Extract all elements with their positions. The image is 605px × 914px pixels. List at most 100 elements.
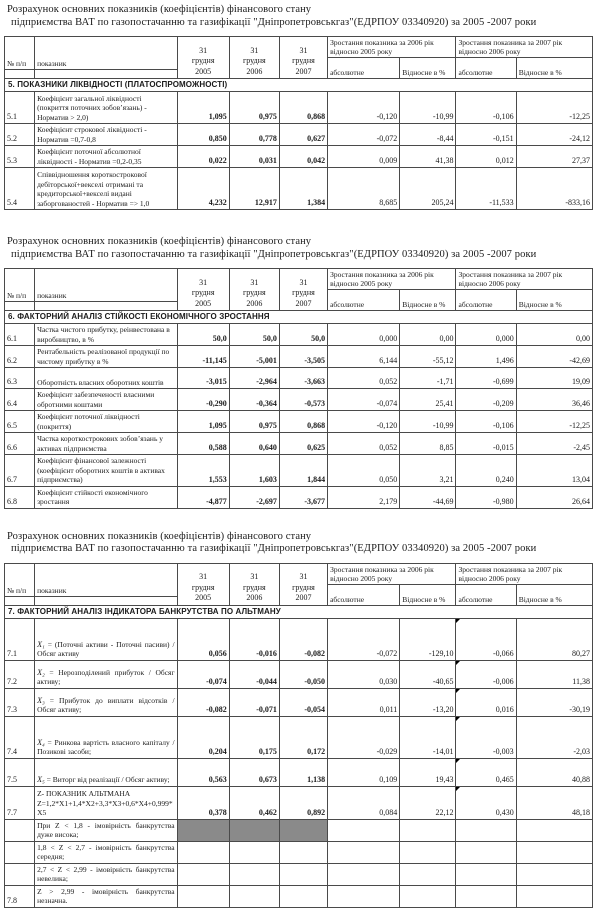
header-year-line: 2006: [246, 593, 263, 602]
header-year-column: 31 грудня 2005: [176, 268, 230, 311]
header-year-line: 2006: [246, 66, 263, 76]
report-title-line2: підприємства ВАТ по газопостачанню та га…: [11, 16, 537, 28]
report-title-line2: підприємства ВАТ по газопостачанню та га…: [11, 248, 537, 260]
header-subcolumn: абсолютне: [455, 583, 517, 606]
value-cell: [515, 862, 594, 886]
row-number-cell: 6.2: [3, 345, 36, 368]
value-cell: -0,015: [455, 432, 517, 455]
value-cell: [176, 818, 230, 842]
value-cell: -129,10: [399, 617, 457, 661]
value-cell: 50,0: [176, 323, 230, 346]
row-number-cell: 6.1: [3, 323, 36, 346]
value-cell: 2,179: [327, 485, 401, 509]
header-subcolumn: Відносне в %: [399, 57, 457, 79]
value-cell: 0,430: [455, 785, 517, 820]
indicator-cell: Коефіцієнт строкової ліквідності - Норма…: [34, 123, 178, 146]
header-subcolumn: абсолютне: [455, 57, 517, 79]
value-cell: 36,46: [515, 388, 594, 411]
variable-symbol: X₃: [37, 695, 45, 705]
value-cell: -0,050: [278, 659, 329, 689]
indicator-cell: Z > 2,99 - імовірність банкрутства незна…: [34, 884, 178, 908]
variable-symbol: X₅: [37, 775, 45, 784]
value-cell: 0,465: [455, 757, 517, 787]
value-cell: -2,45: [515, 432, 594, 455]
value-cell: 26,64: [515, 485, 594, 509]
header-year-line: 31: [250, 572, 259, 581]
indicator-cell: Частка короткострокових зобов’язань у ак…: [34, 432, 178, 455]
row-number-cell: 7.2: [3, 659, 36, 689]
value-cell: -3,677: [278, 485, 329, 509]
value-cell: -0,082: [176, 687, 230, 717]
header-year-line: грудня: [242, 288, 266, 297]
value-cell: [278, 862, 329, 886]
value-cell: [327, 818, 401, 842]
table-row: 6.7 Коефіцієнт фінансової залежності (кое…: [3, 454, 594, 487]
value-cell: 0,588: [176, 432, 230, 455]
value-cell: 0,056: [176, 617, 230, 661]
header-year-line: 2007: [295, 66, 312, 76]
header-subcolumn: абсолютне: [327, 583, 401, 606]
value-cell: -0,074: [176, 659, 230, 689]
header-year-column: 31 грудня 2005: [176, 36, 230, 79]
value-cell: -3,663: [278, 367, 329, 389]
header-year-line: 2006: [246, 298, 263, 308]
header-year-line: грудня: [292, 582, 315, 592]
header-indicator: показник: [34, 562, 178, 597]
row-number-cell: 7.4: [3, 715, 36, 759]
header-year-line: грудня: [292, 56, 315, 65]
value-cell: 0,975: [228, 410, 280, 433]
value-cell: 205,24: [399, 167, 457, 210]
table-header-row: № п/п показник 31 грудня 2005 31 грудня 2006 31 г…: [3, 562, 593, 606]
variable-symbol: X₂: [37, 667, 45, 677]
indicator-cell: X₂ = Нерозподілений прибуток / Обсяг акт…: [34, 659, 178, 689]
value-cell: [455, 884, 517, 908]
value-cell: -5,001: [228, 345, 280, 368]
value-cell: [278, 840, 329, 864]
value-cell: [327, 840, 401, 864]
value-cell: -2,03: [515, 715, 594, 759]
header-year-column: 31 грудня 2007: [278, 562, 329, 606]
report-block-altman: Розрахунок основних показників (коефіціє…: [3, 531, 601, 908]
value-cell: -13,20: [399, 687, 457, 717]
header-year-line: грудня: [242, 582, 266, 592]
value-cell: -0,071: [228, 687, 280, 717]
table-row: 7.8 Z > 2,99 - імовірність банкрутства не…: [3, 884, 594, 908]
report-title-line1: Розрахунок основних показників (коефіціє…: [7, 236, 312, 247]
variable-symbol: X₄: [37, 737, 45, 747]
value-cell: 80,27: [515, 617, 594, 661]
table-row: 6.1 Частка чистого прибутку, реінвестован…: [3, 323, 594, 346]
row-number-cell: 6.5: [3, 410, 36, 433]
header-num-strip: [3, 301, 36, 311]
row-number-cell: 7.5: [3, 757, 36, 787]
table-row: 7.4 X₄ = Ринкова вартість власного капіта…: [3, 715, 594, 759]
value-cell: -30,19: [515, 687, 594, 717]
indicator-cell: При Z < 1,8 - імовірність банкрутства ду…: [34, 818, 178, 842]
header-year-line: 2007: [295, 298, 312, 308]
value-cell: 13,04: [515, 454, 594, 487]
header-year-line: 2007: [295, 593, 312, 602]
value-cell: [455, 818, 517, 842]
value-cell: -11,533: [455, 167, 517, 210]
header-subcolumn: Відносне в %: [515, 583, 594, 606]
indicator-cell: Рентабельність реалізованої продукції по…: [34, 345, 178, 368]
section-header-row: 7. ФАКТОРНИЙ АНАЛІЗ ІНДИКАТОРА БАНКРУТСТ…: [4, 604, 593, 619]
value-cell: -0,082: [278, 617, 329, 661]
value-cell: 22,12: [399, 785, 457, 820]
header-num: № п/п: [3, 562, 36, 597]
value-cell: -10,99: [399, 91, 457, 124]
growth-stability-table: № п/п показник 31 грудня 2005 31 грудня 2006 31 г…: [3, 268, 594, 509]
header-subcolumn: Відносне в %: [515, 57, 594, 79]
value-cell: -12,25: [515, 410, 594, 433]
value-cell: -3,505: [278, 345, 329, 368]
row-number-cell: 6.3: [3, 367, 36, 389]
value-cell: 0,050: [327, 454, 401, 487]
value-cell: -0,209: [455, 388, 517, 411]
header-indicator-strip: [34, 301, 178, 311]
indicator-cell: Частка чистого прибутку, реінвестована в…: [34, 323, 178, 346]
value-cell: [176, 840, 230, 864]
value-cell: -833,16: [515, 167, 594, 210]
indicator-cell: Коефіцієнт поточної абсолютної ліквіднос…: [34, 145, 178, 168]
row-number-cell: 7.1: [3, 617, 36, 661]
value-cell: 0,042: [278, 145, 329, 168]
value-cell: -0,573: [278, 388, 329, 411]
